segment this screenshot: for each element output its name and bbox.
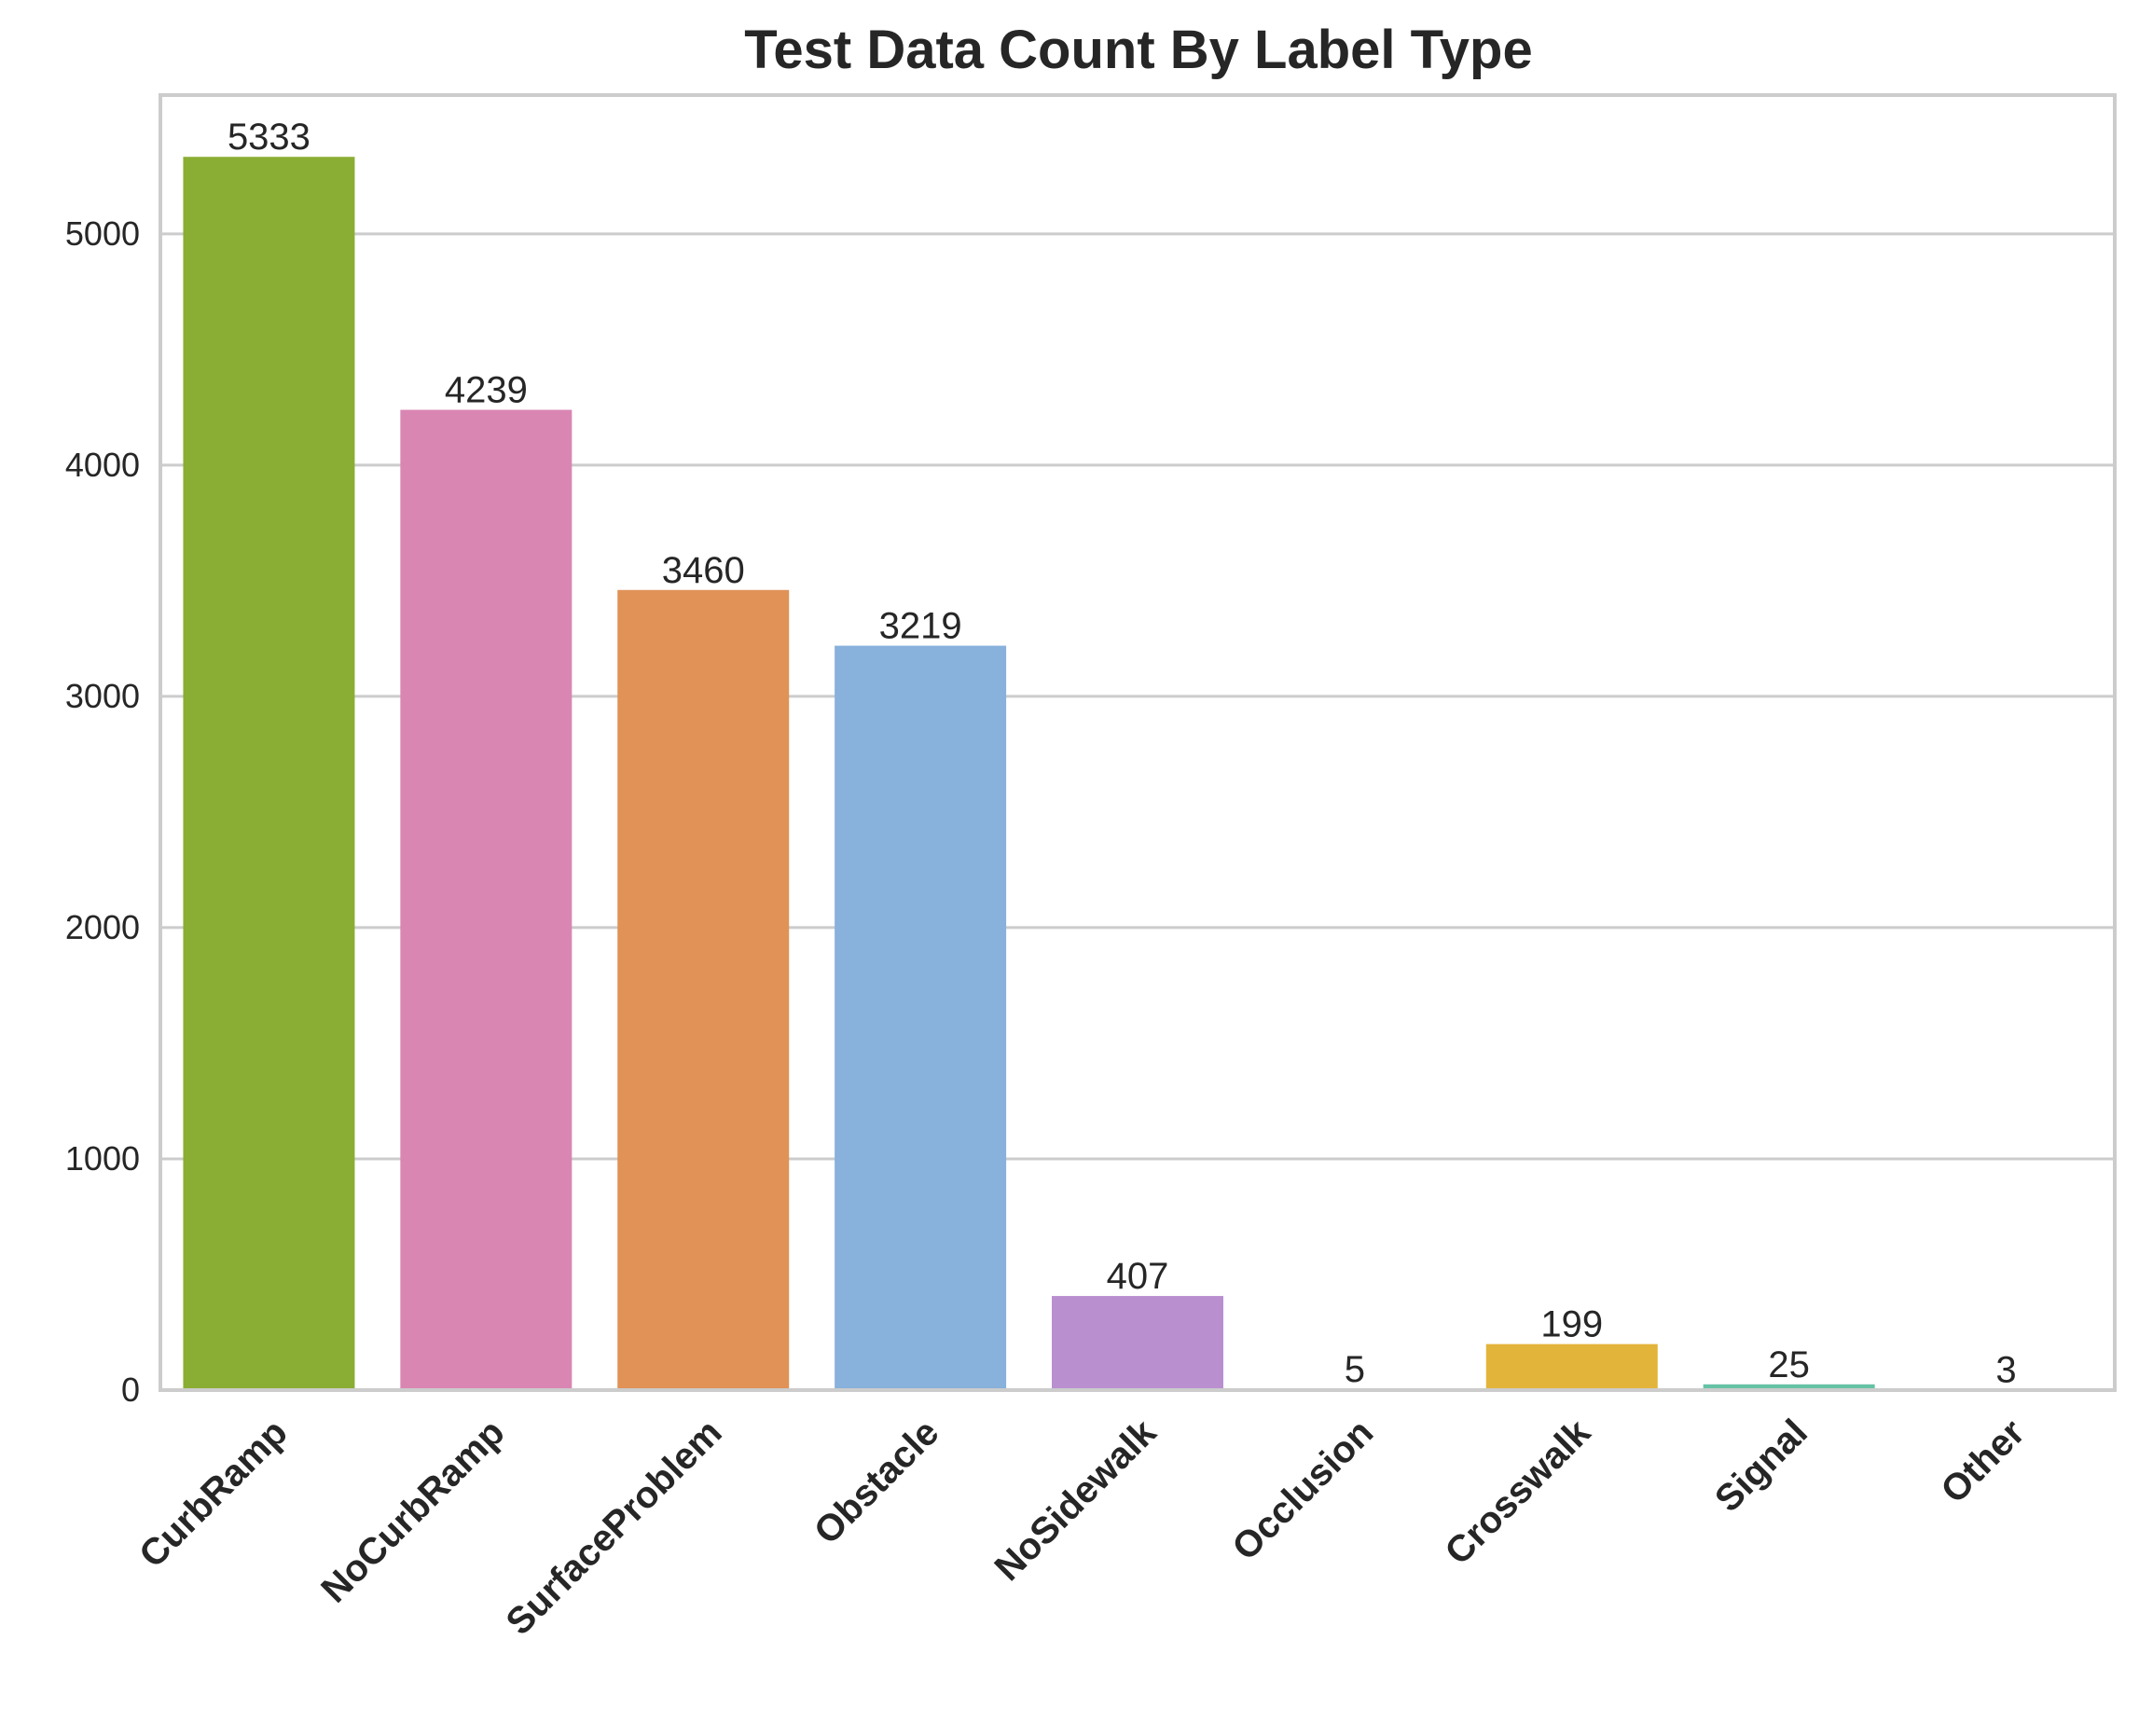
bar-nosidewalk (1052, 1296, 1223, 1390)
y-tick-label: 2000 (65, 908, 140, 946)
y-tick-label: 0 (121, 1371, 140, 1409)
x-tick-label: SurfaceProblem (499, 1412, 730, 1643)
y-tick-label: 1000 (65, 1139, 140, 1178)
data-labels: 5333 4239 3460 3219 407 5 199 25 3 (228, 117, 2017, 1390)
bar-obstacle (835, 645, 1007, 1390)
x-tick-label: CurbRamp (131, 1412, 296, 1576)
plot-frame (159, 93, 2117, 1392)
data-label: 3219 (879, 606, 962, 647)
bar-crosswalk (1485, 1343, 1658, 1390)
data-label: 407 (1107, 1256, 1169, 1297)
data-label: 3 (1995, 1349, 2016, 1390)
y-tick-label: 5000 (65, 214, 140, 253)
data-label: 4239 (445, 370, 528, 411)
data-label: 3460 (662, 550, 745, 591)
chart-title: Test Data Count By Label Type (744, 20, 1532, 80)
data-label: 199 (1540, 1304, 1603, 1345)
y-axis-ticks: 0 1000 2000 3000 4000 5000 (65, 214, 140, 1409)
bar-signal (1703, 1384, 1875, 1390)
bar-surfaceproblem (617, 589, 790, 1390)
x-tick-label: Occlusion (1224, 1412, 1381, 1568)
x-tick-label: NoCurbRamp (313, 1412, 512, 1610)
bars (183, 157, 2092, 1390)
y-tick-label: 3000 (65, 677, 140, 715)
x-tick-label: Other (1933, 1412, 2033, 1511)
bar-nocurbramp (400, 409, 573, 1390)
x-tick-label: Obstacle (807, 1412, 947, 1552)
data-label: 5 (1345, 1349, 1365, 1390)
x-tick-label: Crosswalk (1438, 1412, 1599, 1573)
x-tick-label: Signal (1707, 1412, 1815, 1520)
data-label: 25 (1768, 1344, 1810, 1385)
bar-curbramp (183, 157, 355, 1390)
y-tick-label: 4000 (65, 446, 140, 484)
data-label: 5333 (228, 117, 310, 158)
x-tick-label: NoSidewalk (987, 1412, 1164, 1589)
